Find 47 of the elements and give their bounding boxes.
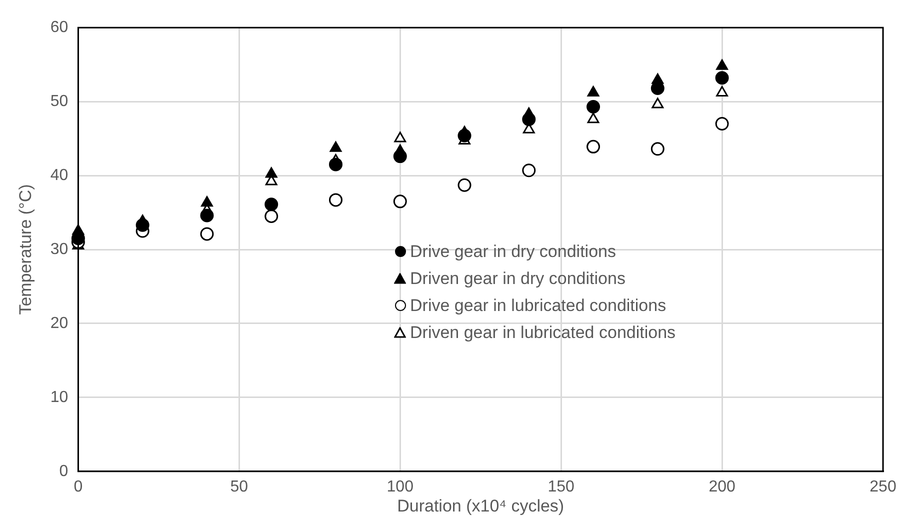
legend-label: Drive gear in dry conditions <box>410 241 616 263</box>
point <box>330 141 342 152</box>
point <box>264 198 278 212</box>
x-tick-label: 100 <box>386 478 414 496</box>
point <box>393 194 407 208</box>
point <box>650 82 664 96</box>
point <box>715 117 729 131</box>
x-tick-label: 200 <box>708 478 736 496</box>
point <box>200 227 214 241</box>
legend-label: Driven gear in dry conditions <box>410 268 626 290</box>
point <box>652 98 664 108</box>
point <box>522 164 536 178</box>
point <box>136 218 150 232</box>
y-tick-label: 10 <box>50 388 68 406</box>
y-axis-title: Temperature (°C) <box>16 184 35 315</box>
point <box>715 71 729 85</box>
point <box>200 208 214 222</box>
y-tick-label: 20 <box>50 314 68 332</box>
point <box>522 112 536 126</box>
y-tick-label: 0 <box>59 462 68 480</box>
point <box>716 59 728 70</box>
point <box>458 178 472 192</box>
y-tick-label: 30 <box>50 240 68 258</box>
legend-label: Driven gear in lubricated conditions <box>410 322 676 344</box>
x-axis-title: Duration (x10⁴ cycles) <box>397 496 564 516</box>
point <box>328 158 342 172</box>
x-tick-label: 0 <box>74 478 83 496</box>
point <box>587 86 600 96</box>
point <box>265 167 278 178</box>
point <box>393 150 407 164</box>
point <box>586 100 600 114</box>
point <box>458 128 472 142</box>
x-tick-label: 250 <box>870 478 896 496</box>
x-tick-label: 150 <box>548 478 575 496</box>
point <box>716 86 728 96</box>
x-tick-label: 50 <box>230 478 248 496</box>
point <box>201 196 213 207</box>
point <box>328 193 342 207</box>
point <box>586 140 600 154</box>
point <box>587 112 600 124</box>
y-tick-label: 40 <box>50 166 68 184</box>
point <box>394 132 406 142</box>
y-tick-label: 60 <box>50 19 68 36</box>
legend-label: Drive gear in lubricated conditions <box>410 295 666 317</box>
point <box>264 209 278 223</box>
y-tick-label: 50 <box>50 92 68 110</box>
point <box>650 142 664 156</box>
